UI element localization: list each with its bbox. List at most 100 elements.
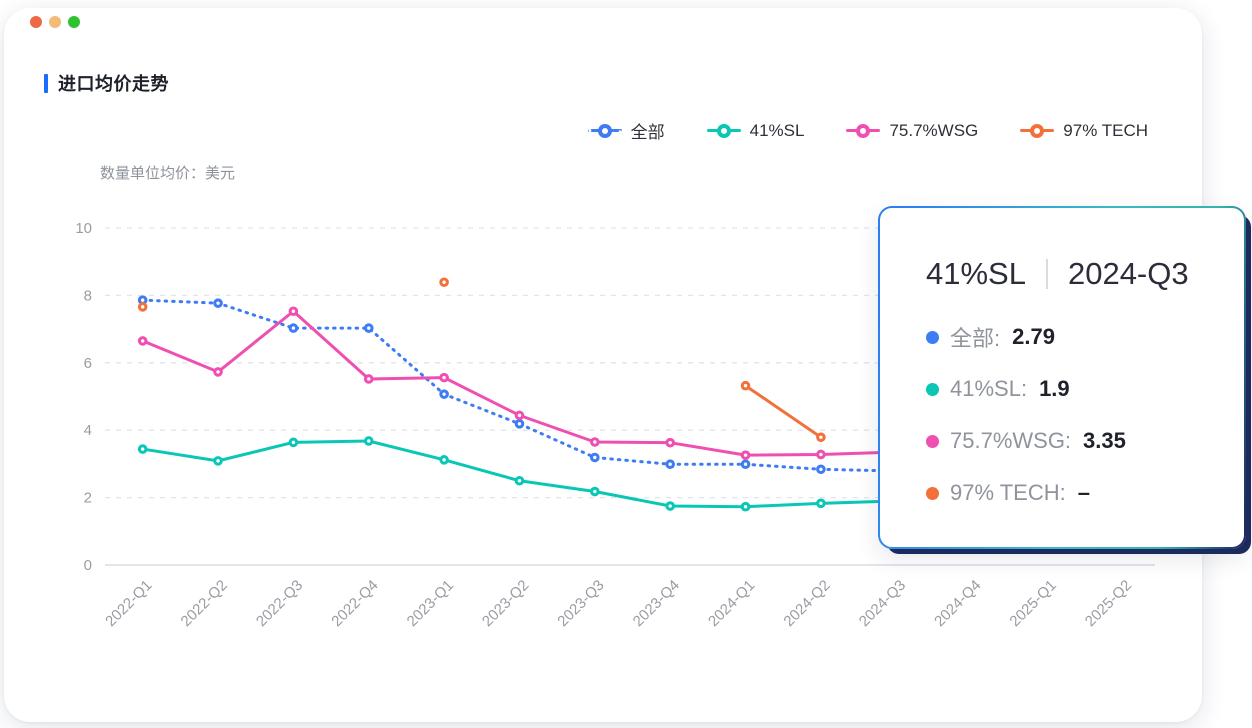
series-line (141, 439, 898, 509)
tooltip-header-divider (1045, 259, 1048, 289)
x-tick-label: 2024-Q3 (856, 577, 909, 630)
legend-item[interactable]: 75.7%WSG (846, 121, 978, 141)
window-controls (30, 16, 80, 28)
x-tick-label: 2022-Q4 (328, 577, 381, 630)
data-point-marker-center (442, 392, 446, 396)
data-point-marker-center (216, 370, 220, 374)
x-tick-label: 2023-Q1 (404, 577, 457, 630)
data-point-marker-center (819, 501, 823, 506)
legend-label: 97% TECH (1063, 120, 1148, 140)
data-point-marker-center (894, 450, 898, 454)
y-tick-label: 0 (84, 557, 92, 574)
x-tick-label: 2024-Q2 (780, 577, 833, 630)
legend-item[interactable]: 97% TECH (1020, 121, 1148, 141)
series-line (744, 384, 823, 439)
y-tick-label: 6 (84, 355, 92, 372)
data-point-marker-center (593, 440, 597, 444)
x-tick-label: 2022-Q2 (178, 577, 231, 630)
data-point-marker-center (743, 504, 748, 509)
series-dot-icon (926, 434, 939, 448)
x-tick-label: 2024-Q4 (931, 577, 984, 630)
chart-tooltip: 41%SL 2024-Q3 全部: 2.79 41%SL: 1.9 75.7%WSG: 3… (878, 206, 1246, 549)
data-point-marker-center (442, 280, 446, 284)
data-point-marker-center (291, 440, 296, 445)
tooltip-series-name: 41%SL (926, 256, 1026, 291)
series-line (141, 298, 898, 473)
tooltip-header: 41%SL 2024-Q3 (926, 254, 1216, 294)
data-point-marker-center (819, 435, 823, 439)
series-line (141, 309, 898, 457)
x-tick-label: 2025-Q1 (1006, 577, 1059, 630)
data-point-marker-center (442, 458, 446, 462)
data-point-marker-center (819, 452, 823, 457)
legend-item[interactable]: 41%SL (706, 120, 805, 141)
tooltip-row-label: 97% TECH: (950, 480, 1066, 505)
page-title: 进口均价走势 (58, 74, 169, 94)
y-tick-label: 10 (75, 220, 92, 237)
data-point-marker-center (743, 453, 748, 457)
series-dot-icon (926, 382, 939, 396)
data-point-marker-center (442, 375, 446, 380)
y-tick-label: 8 (84, 287, 92, 304)
data-point-marker-center (140, 447, 145, 451)
legend-line-marker-icon (846, 123, 881, 138)
data-point-marker-center (517, 422, 522, 426)
x-tick-label: 2025-Q2 (1082, 577, 1135, 630)
data-point-marker-center (140, 339, 145, 343)
data-point-marker-center (668, 504, 672, 508)
section-title-row: 进口均价走势 (44, 70, 169, 96)
tooltip-row-label: 全部: (950, 326, 1001, 351)
legend-label: 41%SL (749, 120, 805, 140)
x-tick-label: 2024-Q1 (705, 577, 758, 630)
legend-label: 全部 (630, 123, 665, 142)
x-tick-label: 2022-Q3 (253, 577, 306, 630)
data-point-marker-center (743, 462, 748, 466)
data-point-marker-center (668, 462, 672, 466)
legend-label: 75.7%WSG (889, 120, 979, 140)
tooltip-row-value: – (1077, 480, 1090, 505)
window-close-button[interactable] (30, 16, 42, 28)
x-tick-label: 2023-Q2 (479, 577, 532, 630)
window-minimize-button[interactable] (49, 16, 61, 28)
title-accent-bar (44, 73, 48, 93)
tooltip-row: 97% TECH: – (926, 467, 1216, 519)
data-point-marker-center (593, 489, 597, 494)
legend-item[interactable]: 全部 (587, 118, 665, 143)
data-point-marker-center (140, 305, 145, 309)
data-point-marker-center (216, 301, 220, 305)
tooltip-row-label: 75.7%WSG: (950, 428, 1072, 453)
data-point-marker-center (367, 377, 371, 381)
data-point-marker-center (517, 479, 522, 483)
legend-line-marker-icon (1020, 123, 1055, 138)
tooltip-rows: 全部: 2.79 41%SL: 1.9 75.7%WSG: 3.35 97% TECH: – (926, 311, 1216, 519)
series-dot-icon (926, 486, 939, 500)
y-tick-label: 4 (84, 422, 92, 439)
data-point-marker-center (894, 499, 898, 503)
data-point-marker-center (743, 384, 748, 388)
data-point-marker-center (140, 298, 145, 302)
data-point-marker-center (367, 326, 371, 330)
legend-line-marker-icon (706, 123, 741, 138)
data-point-marker-center (291, 309, 296, 313)
data-point-marker-center (593, 455, 597, 460)
tooltip-row: 41%SL: 1.9 (926, 363, 1216, 415)
tooltip-row-label: 41%SL: (950, 376, 1028, 401)
y-axis-unit-label: 数量单位均价：美元 (100, 165, 236, 182)
tooltip-row: 75.7%WSG: 3.35 (926, 415, 1216, 467)
window-maximize-button[interactable] (68, 16, 80, 28)
tooltip-row-value: 3.35 (1083, 428, 1126, 453)
legend-line-marker-icon (587, 123, 622, 138)
y-tick-label: 2 (84, 490, 92, 507)
data-point-marker-center (291, 326, 296, 330)
x-tick-label: 2022-Q1 (102, 577, 155, 630)
data-point-marker-center (819, 467, 823, 471)
tooltip-row: 全部: 2.79 (926, 311, 1216, 363)
data-point-marker-center (517, 413, 522, 418)
tooltip-row-value: 2.79 (1012, 324, 1055, 349)
chart-legend: 全部 41%SL 75.7%WSG 97% TECH (587, 118, 1148, 143)
tooltip-row-value: 1.9 (1039, 376, 1070, 401)
data-point-marker-center (367, 439, 371, 443)
data-point-marker-center (894, 469, 898, 473)
